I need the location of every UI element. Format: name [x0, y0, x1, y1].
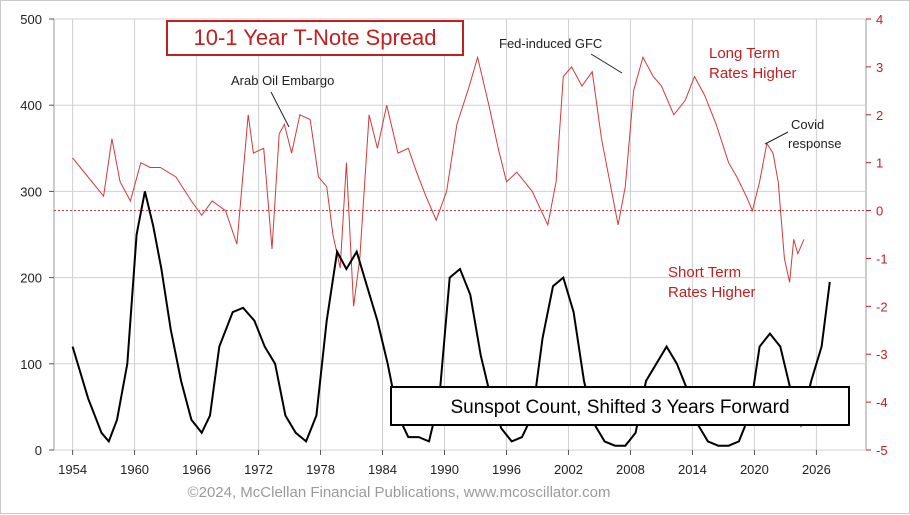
- left-tick-label: 200: [20, 271, 42, 286]
- right-tick-label: -5: [876, 443, 888, 458]
- annotation-long-term: Long Term: [709, 45, 780, 62]
- x-tick-label: 1960: [120, 462, 149, 477]
- x-tick-label: 2020: [740, 462, 769, 477]
- right-tick-label: 4: [876, 12, 883, 27]
- annotation-long-term-rates-higher: Rates Higher: [709, 65, 797, 82]
- left-axis-ticks: 0 100 200 300 400 500: [20, 12, 54, 458]
- right-tick-label: -4: [876, 395, 888, 410]
- x-tick-label: 2008: [616, 462, 645, 477]
- x-axis-ticks: 1954 1960 1966 1972 1978 1984 1990 1996 2002 2008…: [58, 450, 831, 477]
- x-tick-label: 1984: [368, 462, 397, 477]
- sunspot-line: [71, 191, 831, 447]
- left-tick-label: 400: [20, 98, 42, 113]
- right-tick-label: 2: [876, 108, 883, 123]
- right-axis-ticks: -5 -4 -3 -2 -1 0 1 2 3 4: [866, 12, 888, 458]
- plot-area: [53, 18, 867, 451]
- left-tick-label: 300: [20, 184, 42, 199]
- x-tick-label: 2002: [554, 462, 583, 477]
- annotation-arab-oil-embargo-pointer: [270, 91, 290, 128]
- legend-label: Sunspot Count, Shifted 3 Years Forward: [450, 397, 789, 418]
- x-tick-label: 1996: [492, 462, 521, 477]
- x-tick-label: 1990: [430, 462, 459, 477]
- annotation-covid: Covid: [791, 117, 824, 132]
- annotation-short-term: Short Term: [668, 264, 741, 281]
- x-tick-label: 1966: [182, 462, 211, 477]
- right-tick-label: 1: [876, 156, 883, 171]
- x-tick-label: 1978: [306, 462, 335, 477]
- annotation-arab-oil-embargo: Arab Oil Embargo: [231, 73, 334, 88]
- chart-title: 10-1 Year T-Note Spread: [194, 25, 437, 50]
- right-tick-label: -2: [876, 299, 888, 314]
- annotation-fed-induced-gfc-pointer: [590, 53, 623, 74]
- left-tick-label: 0: [35, 443, 42, 458]
- x-tick-label: 2026: [802, 462, 831, 477]
- x-tick-label: 2014: [678, 462, 707, 477]
- spread-line: [72, 55, 805, 307]
- legend-box: [390, 386, 850, 426]
- x-tick-label: 1954: [58, 462, 87, 477]
- grid: [54, 18, 866, 451]
- left-tick-label: 100: [20, 357, 42, 372]
- right-tick-label: 3: [876, 60, 883, 75]
- annotation-covid-response: response: [788, 136, 841, 151]
- copyright-text: ©2024, McClellan Financial Publications,…: [188, 484, 611, 501]
- annotation-fed-induced-gfc: Fed-induced GFC: [499, 36, 602, 51]
- left-tick-label: 500: [20, 12, 42, 27]
- right-tick-label: -3: [876, 347, 888, 362]
- title-box: [166, 20, 464, 56]
- annotation-covid-pointer: [764, 131, 789, 145]
- x-tick-label: 1972: [244, 462, 273, 477]
- annotation-short-term-rates-higher: Rates Higher: [668, 284, 756, 301]
- right-tick-label: 0: [876, 204, 883, 219]
- right-tick-label: -1: [876, 251, 888, 266]
